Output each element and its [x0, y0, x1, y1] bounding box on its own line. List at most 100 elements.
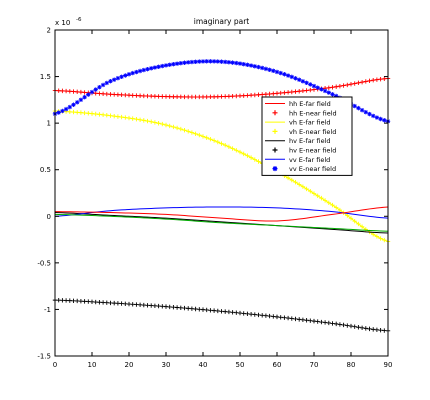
data-point [145, 118, 150, 124]
data-point [149, 119, 154, 124]
data-point [123, 301, 128, 307]
legend-label: vh E-far field [289, 119, 331, 127]
data-point [219, 59, 224, 64]
data-point [63, 88, 69, 94]
data-point [315, 85, 320, 90]
data-point [174, 305, 180, 310]
data-point [330, 321, 335, 326]
data-point [82, 299, 87, 304]
data-point [263, 66, 269, 72]
data-point [71, 109, 76, 115]
data-point [100, 300, 106, 305]
data-point [182, 60, 187, 65]
data-point [256, 159, 261, 164]
data-point [60, 298, 65, 303]
data-point [108, 79, 113, 84]
x-tick-label: 50 [236, 361, 245, 369]
data-point [378, 328, 383, 333]
data-point [115, 301, 121, 306]
data-point [71, 89, 76, 94]
data-point [197, 59, 202, 64]
data-point [334, 321, 339, 327]
data-point [352, 218, 357, 224]
data-point [115, 75, 121, 81]
data-point [352, 103, 357, 109]
data-point [160, 304, 165, 309]
data-point [75, 100, 80, 105]
data-point [112, 113, 117, 119]
data-point [178, 305, 183, 310]
data-point [156, 94, 161, 99]
data-point [352, 324, 357, 329]
data-point [123, 115, 128, 120]
data-point [126, 115, 132, 121]
data-point [289, 74, 294, 80]
data-point [86, 92, 91, 97]
x-tick-label: 60 [273, 361, 282, 369]
data-point [71, 102, 76, 107]
data-point [134, 302, 139, 307]
data-point [300, 184, 306, 189]
data-point [278, 70, 283, 76]
data-point [348, 82, 354, 87]
data-point [237, 61, 243, 66]
data-point [293, 76, 298, 81]
data-point [208, 136, 213, 142]
data-point [178, 60, 183, 66]
legend-label: hv E-near field [289, 147, 336, 155]
data-point [241, 311, 246, 316]
data-point [104, 113, 109, 118]
series-extra-8 [54, 206, 389, 222]
data-point [311, 83, 317, 89]
data-point [330, 202, 335, 208]
data-point [104, 80, 109, 86]
data-point [237, 310, 243, 316]
data-point [308, 189, 313, 194]
data-point [149, 93, 154, 99]
data-point [378, 236, 383, 241]
data-point [78, 298, 84, 304]
data-point [108, 113, 113, 118]
data-point [163, 94, 169, 99]
data-point [130, 302, 135, 307]
data-point [86, 111, 91, 116]
data-point [374, 234, 380, 239]
data-point [56, 88, 61, 93]
y-tick-label: -1 [44, 306, 51, 314]
data-point [219, 309, 224, 314]
data-point [359, 325, 365, 331]
data-point [359, 79, 365, 85]
data-point [274, 91, 280, 96]
data-point [278, 90, 283, 96]
data-point [193, 59, 198, 64]
data-point [93, 111, 98, 117]
data-point [359, 224, 365, 229]
data-point [371, 113, 376, 119]
data-point [311, 191, 317, 196]
data-point [271, 314, 276, 319]
data-point [167, 304, 172, 310]
data-point [75, 298, 80, 304]
data-point [304, 186, 309, 192]
legend-item: vv E-near field [272, 165, 336, 173]
data-point [115, 92, 121, 97]
series-line [54, 206, 389, 219]
data-point [215, 59, 220, 64]
y-tick-label: 2 [47, 27, 51, 35]
data-point [326, 200, 331, 205]
data-point [348, 216, 354, 221]
data-point [337, 322, 343, 327]
data-point [56, 110, 61, 115]
data-point [89, 89, 95, 95]
data-point [112, 77, 117, 82]
data-point [119, 74, 124, 79]
data-point [137, 93, 143, 98]
legend-item: vh E-far field [265, 119, 331, 127]
data-point [208, 308, 213, 313]
data-point [263, 92, 269, 97]
data-point [337, 207, 343, 213]
data-point [126, 93, 132, 98]
data-point [319, 319, 324, 325]
data-point [282, 72, 287, 77]
